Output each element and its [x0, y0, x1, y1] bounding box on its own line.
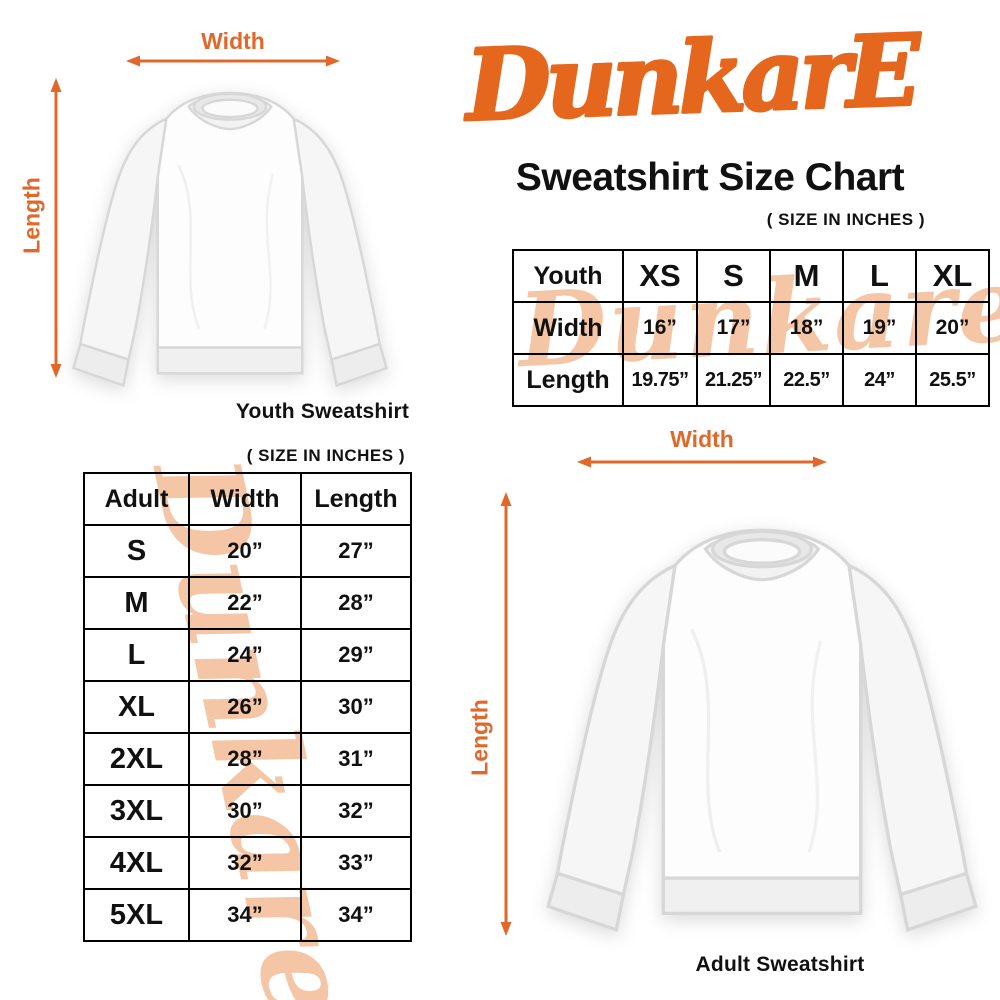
adult-size-label: 4XL [83, 836, 190, 890]
adult-size-label: L [83, 628, 190, 682]
youth-width-value: 18” [769, 301, 844, 355]
youth-width-row-label: Width [512, 301, 624, 355]
adult-width-header: Width [188, 472, 302, 526]
page-title: Sweatshirt Size Chart [515, 156, 905, 199]
adult-size-row: M 22” 28” [83, 576, 412, 630]
adult-length-value: 33” [300, 836, 412, 890]
adult-size-label: S [83, 524, 190, 578]
adult-width-value: 26” [188, 680, 302, 734]
youth-length-row: Length 19.75” 21.25” 22.5” 24” 25.5” [512, 353, 990, 407]
youth-size-header: L [842, 249, 917, 303]
adult-size-table: Adult Width Length S 20” 27” M 22” 28” L… [83, 472, 412, 942]
adult-corner-cell: Adult [83, 472, 190, 526]
adult-size-label: XL [83, 680, 190, 734]
adult-header-row: Adult Width Length [83, 472, 412, 526]
youth-size-units-note: ( SIZE IN INCHES ) [766, 210, 925, 229]
adult-size-units-note: ( SIZE IN INCHES ) [246, 446, 405, 465]
adult-size-label: 2XL [83, 732, 190, 786]
adult-size-label: 5XL [83, 888, 190, 942]
youth-width-value: 17” [696, 301, 771, 355]
adult-width-value: 32” [188, 836, 302, 890]
youth-width-value: 20” [915, 301, 990, 355]
adult-size-row: 4XL 32” 33” [83, 836, 412, 890]
youth-size-header: M [769, 249, 844, 303]
youth-size-header: S [696, 249, 771, 303]
youth-sweatshirt-image [58, 64, 402, 404]
adult-length-value: 27” [300, 524, 412, 578]
adult-width-value: 20” [188, 524, 302, 578]
adult-width-value: 30” [188, 784, 302, 838]
adult-size-row: L 24” 29” [83, 628, 412, 682]
adult-size-row: 5XL 34” 34” [83, 888, 412, 942]
adult-length-value: 29” [300, 628, 412, 682]
youth-header-row: Youth XS S M L XL [512, 249, 990, 303]
youth-width-arrow-icon [126, 55, 340, 67]
adult-sweatshirt-image [527, 484, 997, 962]
adult-size-row: 2XL 28” 31” [83, 732, 412, 786]
youth-width-value: 16” [622, 301, 698, 355]
adult-size-label: 3XL [83, 784, 190, 838]
adult-size-row: XL 26” 30” [83, 680, 412, 734]
adult-length-header: Length [300, 472, 412, 526]
youth-width-row: Width 16” 17” 18” 19” 20” [512, 301, 990, 355]
youth-length-value: 25.5” [915, 353, 990, 407]
adult-length-value: 34” [300, 888, 412, 942]
youth-corner-cell: Youth [512, 249, 624, 303]
adult-size-label: M [83, 576, 190, 630]
youth-length-value: 19.75” [622, 353, 698, 407]
youth-size-header: XL [915, 249, 990, 303]
youth-length-row-label: Length [512, 353, 624, 407]
adult-length-value: 28” [300, 576, 412, 630]
adult-length-label: Length [466, 699, 493, 776]
youth-length-arrow-icon [50, 78, 62, 378]
youth-width-value: 19” [842, 301, 917, 355]
youth-figure-caption: Youth Sweatshirt [235, 400, 410, 423]
youth-length-value: 21.25” [696, 353, 771, 407]
youth-size-table: Youth XS S M L XL Width 16” 17” 18” 19” … [512, 249, 990, 407]
adult-length-arrow-icon [500, 492, 512, 936]
adult-figure-caption: Adult Sweatshirt [695, 953, 865, 976]
youth-length-value: 24” [842, 353, 917, 407]
adult-width-label: Width [670, 426, 734, 452]
adult-width-value: 34” [188, 888, 302, 942]
adult-width-value: 24” [188, 628, 302, 682]
youth-size-header: XS [622, 249, 698, 303]
dunkare-logo: DunkarE [459, 11, 925, 145]
youth-length-value: 22.5” [769, 353, 844, 407]
adult-length-value: 32” [300, 784, 412, 838]
adult-size-row: S 20” 27” [83, 524, 412, 578]
adult-width-value: 28” [188, 732, 302, 786]
youth-length-label: Length [18, 177, 45, 254]
adult-length-value: 30” [300, 680, 412, 734]
youth-width-label: Width [201, 28, 265, 54]
adult-width-arrow-icon [577, 456, 827, 468]
adult-length-value: 31” [300, 732, 412, 786]
adult-size-row: 3XL 30” 32” [83, 784, 412, 838]
adult-width-value: 22” [188, 576, 302, 630]
dunkare-logo-text: DunkarE [461, 13, 924, 144]
